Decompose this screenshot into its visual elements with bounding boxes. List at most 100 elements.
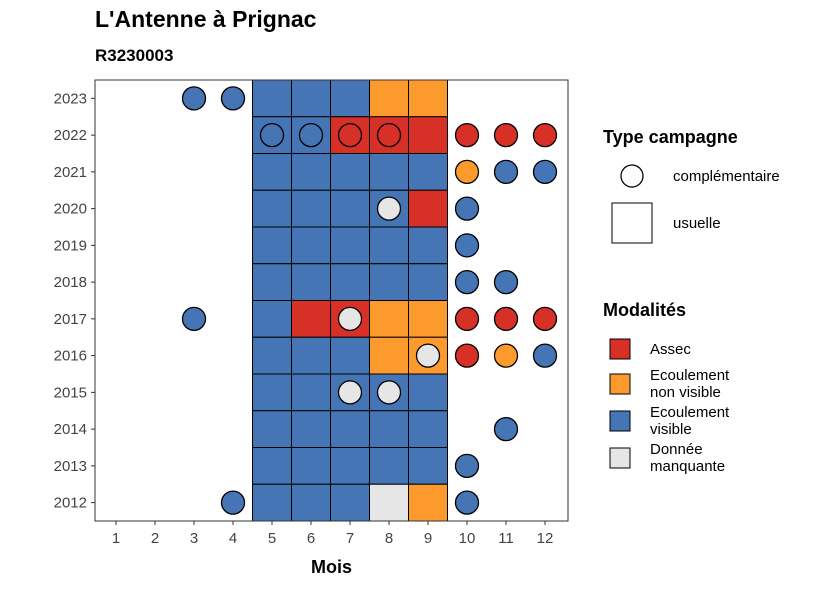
- legend-type-label: usuelle: [673, 215, 721, 232]
- point-2012-10: [454, 490, 480, 515]
- point-2021-10: [454, 159, 480, 185]
- point-2022-5: [259, 122, 285, 148]
- y-tick-label: 2021: [54, 164, 87, 181]
- y-tick-label: 2020: [54, 201, 87, 218]
- point-2022-8: [376, 122, 402, 148]
- tile-2014-7: [330, 410, 370, 448]
- x-tick-label: 12: [537, 530, 554, 547]
- tile-2021-6: [291, 153, 331, 191]
- tile-2013-5: [252, 447, 292, 485]
- tile-2021-5: [252, 153, 292, 191]
- tile-2017-8: [369, 300, 409, 338]
- tile-2012-8: [369, 483, 409, 522]
- tile-2020-5: [252, 189, 292, 228]
- point-2021-11: [493, 159, 519, 185]
- tile-2019-5: [252, 226, 292, 265]
- tile-2015-5: [252, 373, 292, 412]
- chart-subtitle: R3230003: [95, 46, 174, 65]
- y-tick-label: 2023: [54, 90, 87, 107]
- tile-2012-6: [291, 483, 331, 522]
- y-tick-label: 2022: [54, 127, 87, 144]
- tile-2023-6: [291, 79, 331, 118]
- tile-2014-6: [291, 410, 331, 448]
- point-2013-10: [454, 453, 480, 479]
- legend-modalite-label: Ecoulement: [650, 367, 730, 384]
- y-tick-label: 2019: [54, 237, 87, 254]
- plot-panel-border: [94, 79, 569, 522]
- point-2017-10: [454, 306, 480, 332]
- legend-swatch-visible: [609, 410, 631, 432]
- tile-2015-9: [408, 373, 448, 412]
- point-2016-9: [415, 343, 441, 368]
- y-tick-label: 2017: [54, 311, 87, 328]
- x-tick-label: 8: [385, 530, 393, 547]
- tile-2019-9: [408, 226, 448, 265]
- legend-circle-key: [620, 164, 644, 188]
- legend-modalite-label: Assec: [650, 341, 691, 358]
- point-2016-10: [454, 343, 480, 368]
- legend-modalite-label: Donnée: [650, 441, 703, 458]
- legend-swatch-non_visible: [609, 373, 631, 395]
- tile-2018-9: [408, 263, 448, 301]
- tile-2019-8: [369, 226, 409, 265]
- point-2017-12: [532, 306, 558, 332]
- point-2015-8: [376, 380, 402, 405]
- y-tick-label: 2014: [54, 421, 87, 438]
- point-2019-10: [454, 233, 480, 258]
- tile-2023-5: [252, 79, 292, 118]
- tile-2016-7: [330, 336, 370, 375]
- tile-2020-6: [291, 189, 331, 228]
- tile-2022-9: [408, 116, 448, 154]
- tile-2017-9: [408, 300, 448, 338]
- legend-modalite-label: manquante: [650, 458, 725, 475]
- x-tick-label: 10: [459, 530, 476, 547]
- axes-layer: 2012 2013 2014 2015 2016 2017 2018 2019 2020 2021…: [54, 90, 554, 547]
- y-tick-label: 2015: [54, 384, 87, 401]
- point-2022-10: [454, 122, 480, 148]
- point-2022-6: [298, 122, 324, 148]
- point-2021-12: [532, 159, 558, 185]
- point-2022-7: [337, 122, 363, 148]
- tile-2017-5: [252, 300, 292, 338]
- tile-2012-5: [252, 483, 292, 522]
- tile-2012-9: [408, 483, 448, 522]
- tile-2016-8: [369, 336, 409, 375]
- tile-2013-7: [330, 447, 370, 485]
- point-2018-11: [493, 269, 519, 295]
- tile-2014-8: [369, 410, 409, 448]
- x-tick-label: 4: [229, 530, 237, 547]
- legend-modalites-title: Modalités: [603, 300, 686, 320]
- x-tick-label: 11: [498, 530, 514, 547]
- legend-modalite-label: Ecoulement: [650, 404, 730, 421]
- tile-2013-8: [369, 447, 409, 485]
- complementary-circles-layer: [181, 86, 558, 515]
- legend-modalite-label: non visible: [650, 384, 721, 401]
- tile-2014-9: [408, 410, 448, 448]
- point-2020-10: [454, 196, 480, 221]
- point-2018-10: [454, 269, 480, 295]
- tile-2020-9: [408, 189, 448, 228]
- legend-modalite-label: visible: [650, 421, 692, 438]
- x-tick-label: 2: [151, 530, 159, 547]
- tile-2018-6: [291, 263, 331, 301]
- point-2012-4: [220, 490, 246, 515]
- tile-2021-7: [330, 153, 370, 191]
- legend-swatch-manquante: [609, 447, 631, 469]
- point-2022-12: [532, 122, 558, 148]
- tile-2020-7: [330, 189, 370, 228]
- x-tick-label: 6: [307, 530, 315, 547]
- tile-2017-6: [291, 300, 331, 338]
- tile-2023-9: [408, 79, 448, 118]
- tile-2021-9: [408, 153, 448, 191]
- tile-2012-7: [330, 483, 370, 522]
- point-2023-4: [220, 86, 246, 111]
- point-2017-7: [337, 306, 363, 332]
- point-2023-3: [181, 86, 207, 111]
- point-2015-7: [337, 380, 363, 405]
- legend-type-title: Type campagne: [603, 127, 738, 147]
- tile-2014-5: [252, 410, 292, 448]
- tile-2016-5: [252, 336, 292, 375]
- legend-square-key: [611, 202, 653, 244]
- tile-2015-6: [291, 373, 331, 412]
